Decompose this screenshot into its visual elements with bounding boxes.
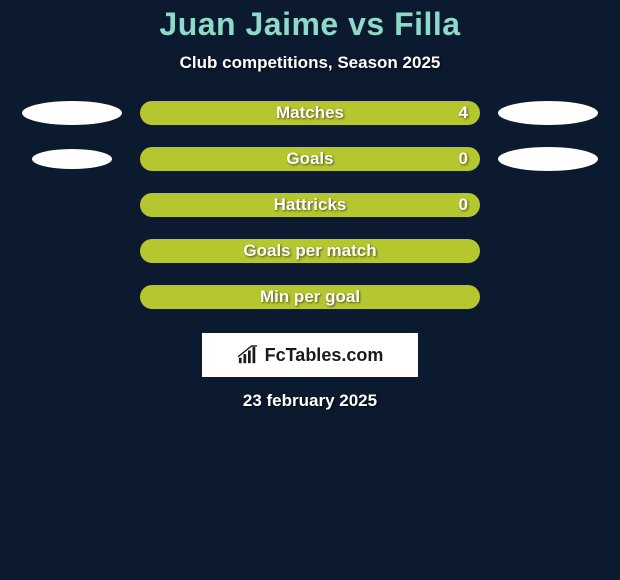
brand-logo-inner: FcTables.com [237, 345, 384, 366]
stat-row: Hattricks 0 [0, 193, 620, 217]
right-side [498, 101, 598, 125]
left-side [22, 101, 122, 125]
brand-logo-text: FcTables.com [265, 345, 384, 366]
stat-row: Goals per match [0, 239, 620, 263]
left-side [22, 149, 122, 169]
stat-value: 4 [459, 103, 468, 123]
stat-bar: Goals per match [140, 239, 480, 263]
stat-label: Min per goal [260, 287, 360, 307]
footer-date: 23 february 2025 [243, 391, 377, 411]
stat-label: Matches [276, 103, 344, 123]
page-title: Juan Jaime vs Filla [159, 6, 460, 43]
stat-bar: Goals 0 [140, 147, 480, 171]
stat-bar: Matches 4 [140, 101, 480, 125]
stat-bar: Hattricks 0 [140, 193, 480, 217]
stat-value: 0 [459, 195, 468, 215]
right-side [498, 147, 598, 171]
brand-logo: FcTables.com [202, 333, 418, 377]
bar-chart-icon [237, 345, 259, 365]
vs-separator: vs [348, 6, 385, 42]
player2-ellipse [498, 101, 598, 125]
stat-label: Hattricks [274, 195, 347, 215]
stat-row: Min per goal [0, 285, 620, 309]
stat-label: Goals [286, 149, 333, 169]
player1-ellipse [22, 101, 122, 125]
stat-bar: Min per goal [140, 285, 480, 309]
subtitle: Club competitions, Season 2025 [180, 53, 441, 73]
stat-value: 0 [459, 149, 468, 169]
stat-row: Matches 4 [0, 101, 620, 125]
player2-name: Filla [394, 6, 461, 42]
player1-name: Juan Jaime [159, 6, 338, 42]
comparison-card: Juan Jaime vs Filla Club competitions, S… [0, 0, 620, 580]
stats-rows: Matches 4 Goals 0 Hattricks 0 Goals per match M… [0, 101, 620, 309]
player2-ellipse [498, 147, 598, 171]
stat-label: Goals per match [243, 241, 376, 261]
stat-row: Goals 0 [0, 147, 620, 171]
player1-ellipse [32, 149, 112, 169]
